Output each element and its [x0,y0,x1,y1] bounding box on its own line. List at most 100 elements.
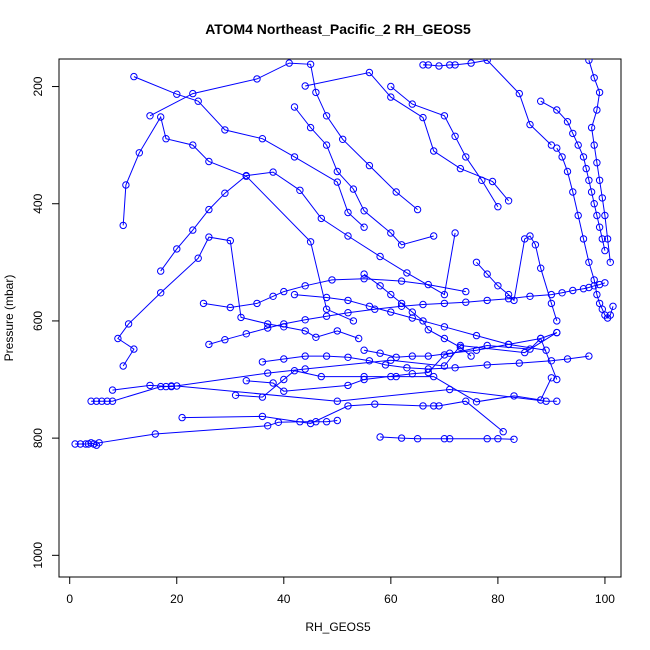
data-point [472,331,481,340]
series-group [553,144,617,322]
data-point [601,246,609,255]
data-point [483,435,491,443]
data-point [258,135,267,143]
data-point [264,422,272,430]
data-point [526,292,534,300]
data-point [285,59,293,67]
x-axis-label: RH_GEOS5 [305,620,371,634]
data-point [280,387,288,395]
data-point [595,280,604,289]
data-point [504,340,513,349]
data-point [553,328,561,337]
series-group [360,270,475,360]
data-point [365,68,374,77]
data-point [387,229,395,237]
data-point [269,168,277,176]
data-point [290,153,299,161]
series-line [133,76,365,228]
data-point [360,223,368,231]
data-point [98,397,106,405]
data-point [472,258,481,266]
data-point [587,123,596,132]
data-point [483,296,491,305]
data-point [440,323,449,331]
data-point [590,141,598,149]
data-point [344,309,352,317]
data-point [510,392,518,400]
series-line [117,236,359,367]
data-point [290,290,299,299]
data-point [360,270,368,278]
data-point [157,289,165,297]
data-point [333,416,341,425]
data-point [582,164,590,173]
data-point [349,317,358,325]
data-point [173,90,181,98]
data-point [531,241,540,249]
series-group [376,433,518,443]
data-point [344,296,352,305]
data-point [424,61,432,69]
series-line [203,278,466,309]
data-point [440,299,449,308]
data-point [510,435,518,443]
data-point [322,352,331,360]
data-point [430,402,438,410]
x-tick-label: 40 [277,592,291,606]
data-point [103,397,111,405]
data-point [317,214,325,223]
data-point [451,229,459,237]
series-group [157,168,459,299]
data-point [547,299,556,308]
data-point [376,252,384,261]
data-point [504,197,513,205]
series-line [380,436,515,440]
data-point [593,159,601,167]
data-point [306,60,315,69]
data-point [280,355,288,363]
data-point [95,439,103,447]
data-point [151,430,160,438]
data-point [563,118,572,126]
x-tick-label: 20 [170,592,184,606]
data-point [301,282,309,290]
x-axis: 0 20 40 60 80 100 [66,577,615,606]
data-point [478,176,486,185]
data-point [301,365,309,373]
series-group [178,397,507,436]
data-point [371,305,379,313]
data-point [167,382,176,391]
series-line [262,355,589,370]
data-point [587,188,596,196]
series-line [122,115,354,322]
data-point [360,207,368,215]
data-point [253,75,261,83]
plot-area [71,59,617,449]
series-line [363,273,472,357]
data-point [205,157,213,166]
data-point [424,365,432,373]
series-line [246,337,558,392]
data-point [280,320,288,328]
data-point [376,349,384,357]
data-point [312,88,320,97]
series-line [91,385,557,402]
data-point [280,375,288,384]
data-point [504,290,513,299]
x-tick-label: 80 [491,592,505,606]
data-point [226,303,235,312]
data-point [553,317,561,325]
data-point [312,333,320,341]
data-point [205,340,213,349]
data-point [242,171,251,180]
data-point [76,440,85,448]
data-point [146,112,154,120]
data-point [419,113,427,122]
data-point [569,286,577,295]
data-point [547,357,556,365]
data-point [178,413,186,422]
data-point [322,312,331,320]
data-point [306,419,315,428]
data-point [392,353,400,361]
data-point [590,74,598,82]
